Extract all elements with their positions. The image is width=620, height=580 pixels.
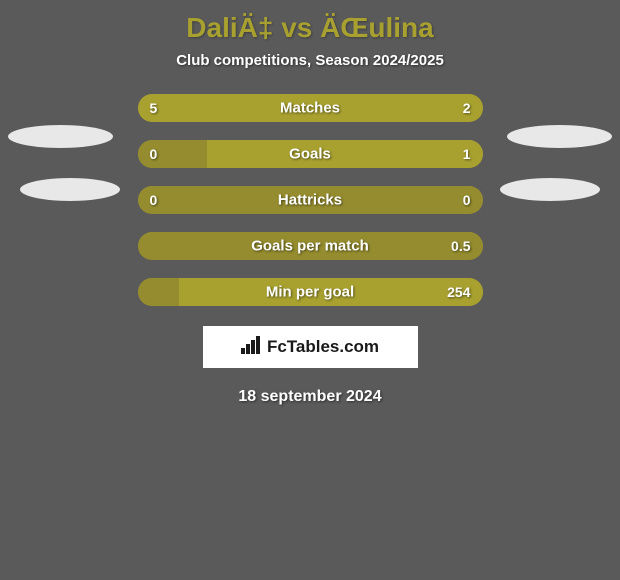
stat-value-left: 5 — [150, 100, 158, 116]
stat-label: Goals — [289, 146, 331, 163]
stat-row-min-per-goal: Min per goal 254 — [138, 278, 483, 306]
chart-icon — [241, 336, 263, 359]
stat-value-left: 0 — [150, 192, 158, 208]
stat-label: Goals per match — [251, 238, 369, 255]
stat-label: Hattricks — [278, 192, 342, 209]
stat-row-hattricks: 0 Hattricks 0 — [138, 186, 483, 214]
stat-row-goals: 0 Goals 1 — [138, 140, 483, 168]
stat-row-matches: 5 Matches 2 — [138, 94, 483, 122]
logo-box: FcTables.com — [203, 326, 418, 368]
stat-value-left: 0 — [150, 146, 158, 162]
subtitle: Club competitions, Season 2024/2025 — [0, 52, 620, 94]
decorative-ellipse-right-2 — [500, 178, 600, 201]
stats-container: 5 Matches 2 0 Goals 1 0 Hattricks 0 Goal… — [138, 94, 483, 306]
stat-value-right: 2 — [463, 100, 471, 116]
page-title: DaliÄ‡ vs ÄŒulina — [0, 0, 620, 52]
stat-fill-right — [207, 140, 483, 168]
stat-value-right: 254 — [447, 284, 470, 300]
stat-value-right: 0.5 — [451, 238, 470, 254]
logo-text: FcTables.com — [241, 336, 379, 359]
stat-value-right: 1 — [463, 146, 471, 162]
stat-value-right: 0 — [463, 192, 471, 208]
stat-label: Min per goal — [266, 284, 354, 301]
decorative-ellipse-left-2 — [20, 178, 120, 201]
stat-label: Matches — [280, 100, 340, 117]
date-text: 18 september 2024 — [0, 388, 620, 406]
stat-row-goals-per-match: Goals per match 0.5 — [138, 232, 483, 260]
decorative-ellipse-left-1 — [8, 125, 113, 148]
stat-fill-left — [138, 140, 207, 168]
stat-fill-left — [138, 232, 179, 260]
logo-label: FcTables.com — [267, 337, 379, 357]
stat-fill-left — [138, 278, 179, 306]
decorative-ellipse-right-1 — [507, 125, 612, 148]
